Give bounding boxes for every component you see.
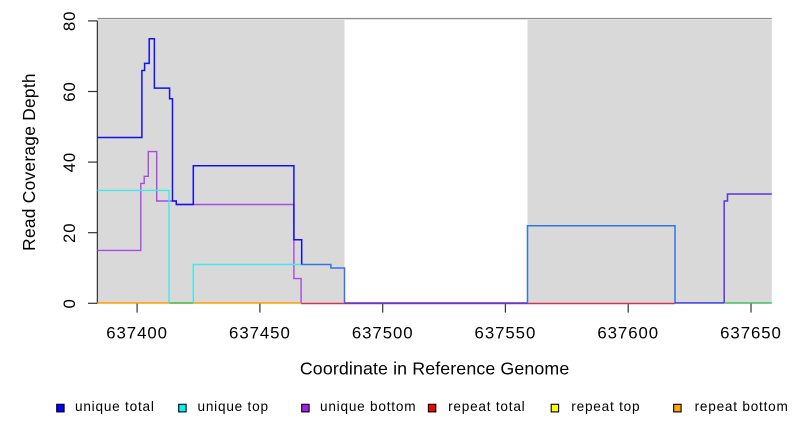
svg-text:637500: 637500 [352, 323, 414, 342]
svg-text:40: 40 [60, 152, 79, 173]
svg-text:637450: 637450 [229, 323, 291, 342]
svg-text:80: 80 [60, 11, 79, 32]
svg-text:repeat top: repeat top [571, 399, 640, 414]
svg-text:repeat bottom: repeat bottom [695, 399, 789, 414]
svg-text:unique bottom: unique bottom [320, 399, 416, 414]
svg-text:Coordinate in Reference Genome: Coordinate in Reference Genome [300, 359, 570, 379]
svg-text:60: 60 [60, 81, 79, 102]
svg-text:Read Coverage Depth: Read Coverage Depth [19, 73, 39, 251]
svg-text:20: 20 [60, 222, 79, 243]
svg-text:637400: 637400 [106, 323, 168, 342]
svg-text:637650: 637650 [720, 323, 782, 342]
svg-text:637600: 637600 [597, 323, 659, 342]
svg-text:unique total: unique total [75, 399, 155, 414]
svg-text:unique top: unique top [198, 399, 269, 414]
svg-text:repeat total: repeat total [448, 399, 525, 414]
svg-text:0: 0 [60, 298, 79, 308]
svg-text:637550: 637550 [475, 323, 537, 342]
